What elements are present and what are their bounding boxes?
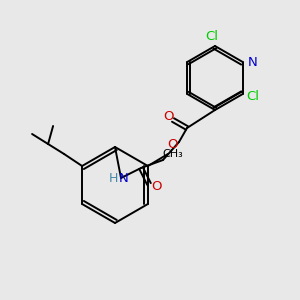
Text: Cl: Cl — [206, 31, 218, 44]
Text: O: O — [167, 137, 177, 151]
Text: CH₃: CH₃ — [163, 149, 183, 159]
Text: O: O — [163, 110, 173, 124]
Text: H: H — [108, 172, 118, 185]
Text: N: N — [119, 172, 129, 185]
Text: O: O — [151, 179, 161, 193]
Text: N: N — [248, 56, 258, 68]
Text: Cl: Cl — [246, 91, 259, 103]
